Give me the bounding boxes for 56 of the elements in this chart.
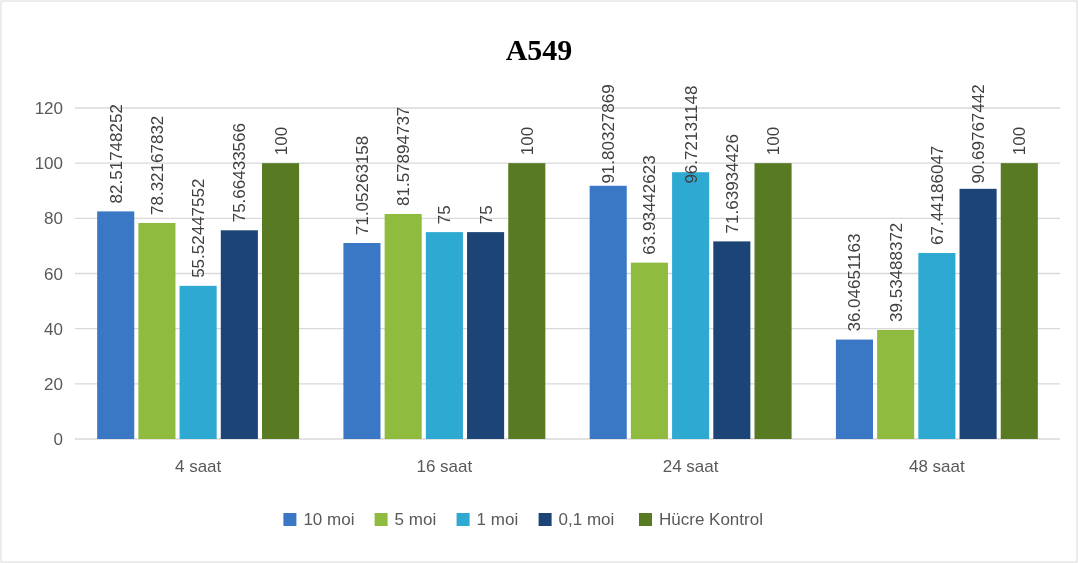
bar — [754, 163, 792, 439]
y-tick-label: 20 — [44, 374, 63, 394]
y-tick-label: 100 — [34, 154, 63, 174]
legend-label: 1 moi — [476, 510, 519, 529]
data-label: 100 — [1010, 126, 1030, 156]
bar — [220, 230, 258, 439]
bar — [179, 285, 217, 439]
bar — [425, 232, 463, 439]
bar — [97, 211, 135, 439]
legend-label: 10 moi — [303, 510, 355, 529]
data-label: 91.80327869 — [599, 84, 619, 184]
y-tick-label: 0 — [53, 430, 63, 449]
x-tick-label: 24 saat — [662, 457, 719, 476]
bar — [713, 241, 751, 439]
data-label: 71.05263158 — [352, 135, 372, 236]
x-tick-label: 4 saat — [174, 457, 222, 476]
x-tick-label: 16 saat — [416, 457, 473, 476]
data-label: 75 — [435, 205, 455, 225]
y-tick-label: 40 — [44, 319, 63, 339]
bar — [508, 163, 546, 439]
bar — [918, 252, 956, 439]
legend-label: Hücre Kontrol — [659, 510, 763, 529]
data-label: 55.52447552 — [189, 178, 209, 278]
y-tick-label: 60 — [44, 264, 63, 284]
data-label: 67.44186047 — [927, 145, 947, 245]
legend-label: 0,1 moi — [558, 510, 615, 529]
data-label: 100 — [517, 126, 537, 156]
data-label: 96.72131148 — [681, 85, 701, 184]
data-label: 75 — [476, 205, 496, 225]
data-label: 39.53488372 — [886, 222, 906, 322]
bar — [959, 188, 997, 439]
data-label: 75.66433566 — [230, 123, 250, 223]
x-tick-label: 48 saat — [908, 457, 966, 476]
legend-label: 5 moi — [394, 510, 437, 529]
data-label: 63.93442623 — [640, 155, 660, 255]
bar — [835, 339, 873, 439]
data-label: 90.69767442 — [969, 84, 989, 184]
data-label: 100 — [271, 126, 291, 156]
bar — [630, 262, 668, 439]
data-label: 78.32167832 — [147, 115, 167, 215]
data-label: 100 — [764, 126, 784, 156]
bar — [877, 329, 915, 439]
data-label: 81.57894737 — [394, 106, 414, 206]
data-label: 36.04651163 — [845, 233, 865, 332]
bar — [343, 243, 381, 439]
bar — [262, 163, 300, 439]
data-label: 82.51748252 — [106, 104, 126, 204]
bar — [1000, 163, 1038, 439]
data-label: 71.63934426 — [722, 134, 742, 234]
bar — [589, 185, 627, 439]
bar — [467, 232, 505, 439]
y-tick-label: 120 — [34, 99, 63, 118]
bar — [138, 222, 176, 439]
y-tick-label: 80 — [44, 209, 63, 229]
bar — [384, 213, 422, 439]
chart-title: A549 — [505, 33, 573, 66]
